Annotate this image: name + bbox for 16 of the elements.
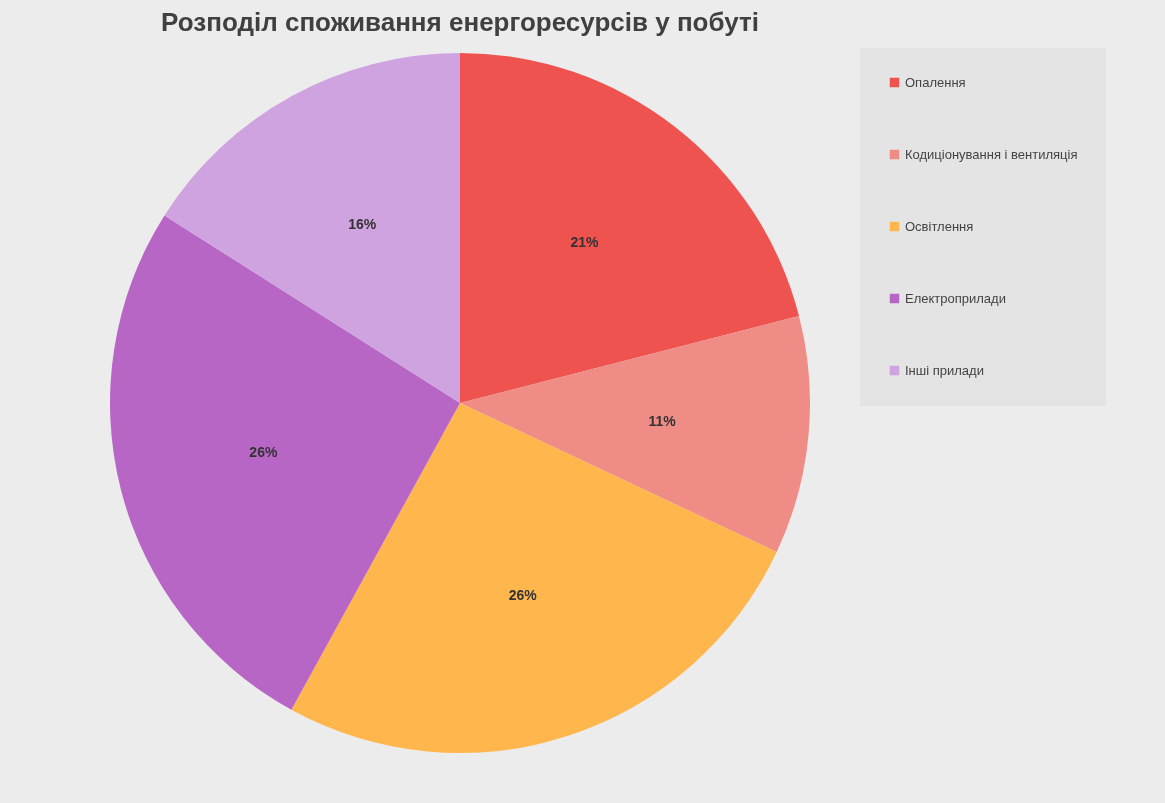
legend-label: Електроприлади: [905, 290, 1006, 306]
pie-slice: [164, 53, 460, 403]
pie-slice: [110, 215, 460, 710]
legend-label: Інші прилади: [905, 362, 984, 378]
data-label: 11%: [648, 413, 677, 430]
data-label: 16%: [348, 216, 377, 233]
pie-slice: [460, 315, 810, 553]
pie-slice: [291, 403, 777, 753]
data-label: 21%: [570, 233, 599, 250]
chart-title: Розподіл споживання енергоресурсів у побуті: [161, 7, 759, 37]
pie-slice: [460, 53, 799, 403]
legend-label: Кодиціонування і вентиляція: [905, 146, 1078, 162]
data-label: 26%: [249, 444, 278, 461]
legend-label: Опалення: [905, 74, 966, 90]
data-label: 26%: [508, 587, 538, 604]
legend-label: Освітлення: [905, 218, 974, 234]
